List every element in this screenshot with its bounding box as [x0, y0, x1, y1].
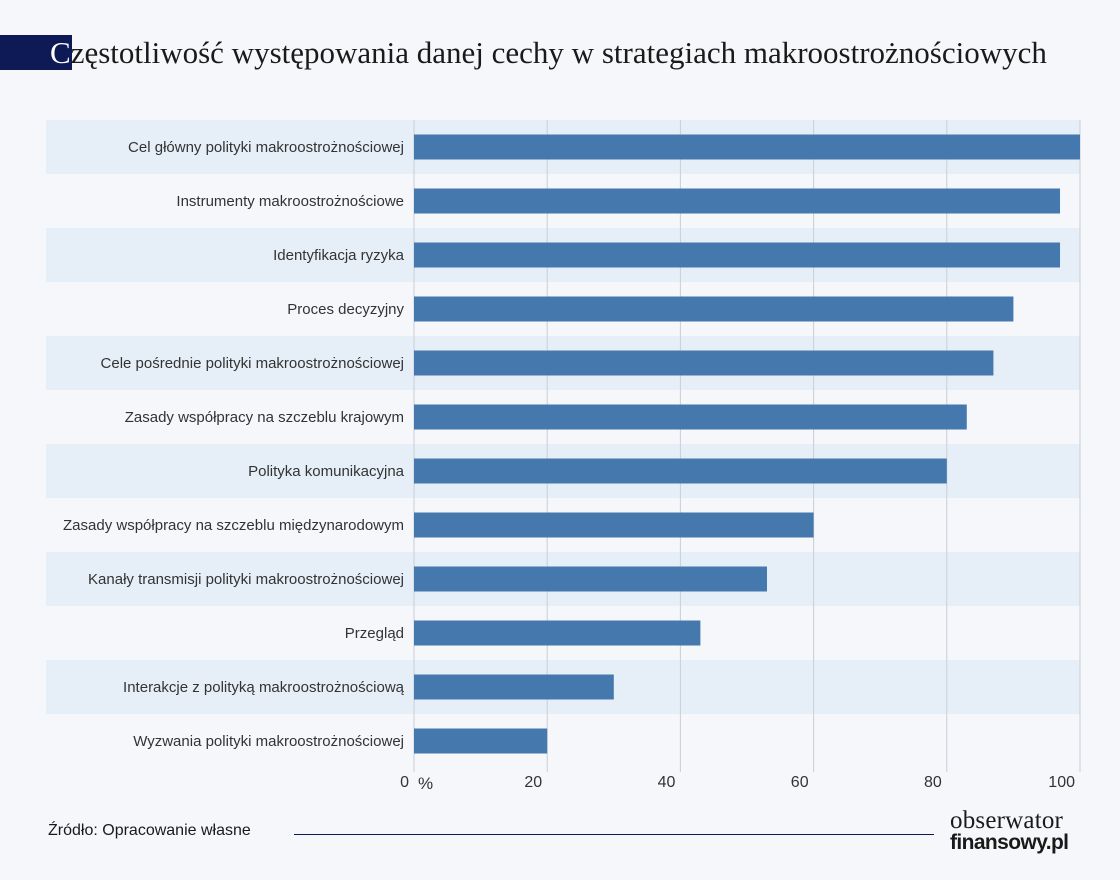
category-label: Proces decyzyjny [287, 301, 404, 318]
bar [414, 620, 701, 646]
tick-label: 0 [400, 774, 409, 791]
publisher-logo: obserwator finansowy.pl [950, 807, 1090, 854]
bars [414, 134, 1080, 754]
tick-label: 60 [791, 774, 809, 791]
bar [414, 242, 1061, 268]
title-rest: zęstotliwość występowania danej cechy w … [70, 35, 1047, 70]
bar [414, 512, 814, 538]
chart-title: Częstotliwość występowania danej cechy w… [50, 33, 1047, 73]
bar [414, 458, 947, 484]
title-accent-bar [0, 35, 72, 70]
tick-label: 80 [924, 774, 942, 791]
bar [414, 188, 1061, 214]
category-label: Polityka komunikacyjna [248, 463, 405, 480]
tick-label: 20 [524, 774, 542, 791]
gridlines [413, 120, 1081, 772]
category-label: Interakcje z polityką makroostrożnościow… [123, 679, 405, 696]
category-label: Zasady współpracy na szczeblu krajowym [125, 409, 404, 426]
footer-divider [294, 834, 934, 835]
category-labels: Cel główny polityki makroostrożnościowej… [63, 139, 405, 750]
category-label: Przegląd [345, 625, 404, 642]
bar [414, 728, 548, 754]
tick-label: 40 [658, 774, 676, 791]
title-first-letter: C [50, 35, 71, 70]
category-label: Zasady współpracy na szczeblu międzynaro… [63, 517, 404, 534]
bar [414, 566, 767, 592]
category-label: Kanały transmisji polityki makroostrożno… [88, 571, 404, 588]
category-label: Instrumenty makroostrożnościowe [176, 193, 404, 210]
x-axis-ticks: 0 20 40 60 80 100% [400, 774, 1075, 793]
category-label: Cele pośrednie polityki makroostrożności… [101, 355, 404, 372]
bar [414, 404, 967, 430]
bar [414, 674, 614, 700]
logo-text-line1: obserwator [950, 807, 1064, 834]
category-label: Wyzwania polityki makroostrożnościowej [133, 733, 404, 750]
bar-chart: Cel główny polityki makroostrożnościowej… [46, 120, 1081, 793]
bar [414, 134, 1080, 160]
category-label: Identyfikacja ryzyka [273, 247, 405, 264]
bar [414, 296, 1014, 322]
category-label: Cel główny polityki makroostrożnościowej [128, 139, 404, 156]
source-note: Źródło: Opracowanie własne [48, 822, 251, 839]
bar [414, 350, 994, 376]
axis-unit-label: % [418, 774, 433, 793]
logo-text-line2: finansowy.pl [950, 831, 1069, 854]
tick-label: 100 [1048, 774, 1075, 791]
